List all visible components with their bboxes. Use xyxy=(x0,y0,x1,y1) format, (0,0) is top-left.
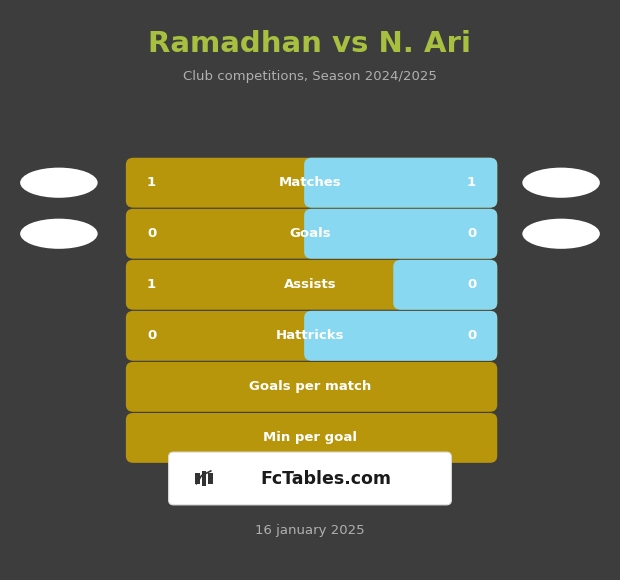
Text: FcTables.com: FcTables.com xyxy=(260,469,391,488)
Text: Hattricks: Hattricks xyxy=(276,329,344,342)
FancyBboxPatch shape xyxy=(304,311,497,361)
FancyBboxPatch shape xyxy=(126,311,497,361)
Bar xyxy=(208,473,213,484)
Text: 0: 0 xyxy=(147,227,156,240)
Ellipse shape xyxy=(20,168,98,198)
Text: 1: 1 xyxy=(467,176,476,189)
Bar xyxy=(312,216,324,252)
Text: 0: 0 xyxy=(467,329,476,342)
Ellipse shape xyxy=(522,219,600,249)
Text: 0: 0 xyxy=(467,227,476,240)
FancyBboxPatch shape xyxy=(304,209,497,259)
Ellipse shape xyxy=(522,168,600,198)
Text: 0: 0 xyxy=(467,278,476,291)
Text: 1: 1 xyxy=(147,176,156,189)
Text: Assists: Assists xyxy=(284,278,336,291)
FancyBboxPatch shape xyxy=(126,158,497,208)
Text: Goals: Goals xyxy=(289,227,331,240)
Bar xyxy=(401,267,413,303)
Text: Matches: Matches xyxy=(278,176,342,189)
Text: 16 january 2025: 16 january 2025 xyxy=(255,524,365,537)
FancyBboxPatch shape xyxy=(126,413,497,463)
FancyBboxPatch shape xyxy=(126,209,497,259)
Text: Club competitions, Season 2024/2025: Club competitions, Season 2024/2025 xyxy=(183,70,437,83)
Bar xyxy=(312,318,324,354)
Bar xyxy=(195,473,200,484)
Bar xyxy=(312,165,324,201)
Text: 0: 0 xyxy=(147,329,156,342)
Text: Min per goal: Min per goal xyxy=(263,432,357,444)
FancyBboxPatch shape xyxy=(304,158,497,208)
Bar xyxy=(202,471,206,486)
FancyBboxPatch shape xyxy=(126,362,497,412)
Text: 1: 1 xyxy=(147,278,156,291)
FancyBboxPatch shape xyxy=(126,260,497,310)
Text: Ramadhan vs N. Ari: Ramadhan vs N. Ari xyxy=(149,30,471,57)
FancyBboxPatch shape xyxy=(393,260,497,310)
Ellipse shape xyxy=(20,219,98,249)
FancyBboxPatch shape xyxy=(169,452,451,505)
Text: Goals per match: Goals per match xyxy=(249,380,371,393)
